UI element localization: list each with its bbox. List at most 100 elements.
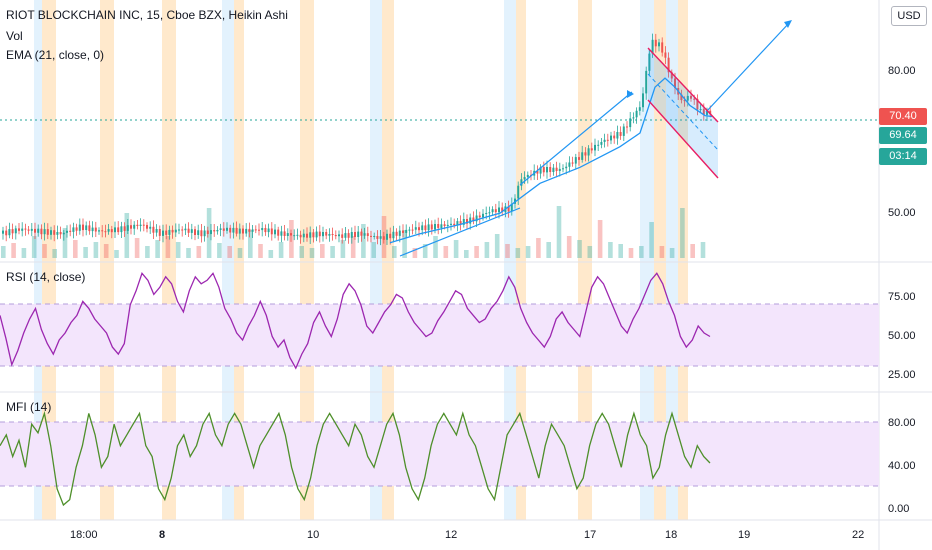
candle-body	[395, 231, 398, 236]
candle-body	[693, 98, 696, 100]
trendline-1[interactable]	[399, 207, 521, 257]
candle-body	[472, 217, 475, 222]
volume-bar	[62, 228, 68, 258]
candle-body	[146, 225, 148, 229]
candle-body	[386, 233, 388, 240]
candle-body	[232, 227, 235, 233]
candle-body	[139, 224, 142, 226]
candle-body	[270, 228, 273, 235]
volume-bar	[31, 236, 37, 258]
channel-upper[interactable]	[647, 47, 719, 123]
rsi-band	[0, 304, 879, 366]
candle-body	[587, 148, 590, 156]
candle-body	[360, 231, 363, 236]
rsi-tick-25: 25.00	[888, 369, 916, 381]
candle-body	[98, 230, 100, 232]
candle-body	[571, 162, 574, 164]
candle-body	[318, 231, 321, 237]
volume-bar	[350, 236, 356, 258]
candle-body	[114, 227, 116, 233]
candle-body	[421, 225, 424, 231]
candle-body	[213, 230, 216, 232]
volume-bar	[525, 246, 531, 258]
candle-body	[88, 225, 91, 232]
countdown-badge: 03:14	[879, 148, 927, 165]
candle-body	[638, 107, 641, 111]
candle-body	[75, 227, 78, 231]
candle-body	[184, 228, 187, 231]
candle-body	[398, 230, 401, 236]
volume-bar	[361, 224, 366, 258]
volume-bar	[114, 250, 119, 258]
candle-body	[645, 70, 648, 94]
volume-bar	[278, 242, 284, 258]
candle-body	[200, 230, 203, 237]
trendline-2[interactable]	[519, 91, 633, 186]
volume-bar	[11, 243, 16, 258]
vol-label[interactable]: Vol	[6, 29, 23, 43]
candle-body	[402, 230, 404, 233]
rsi-tick-50: 50.00	[888, 330, 916, 342]
volume-bar	[494, 234, 500, 258]
candle-body	[507, 206, 510, 212]
candle-body	[491, 209, 494, 213]
volume-bar	[587, 246, 593, 258]
time-label-22: 22	[852, 529, 864, 541]
candle-body	[658, 42, 660, 47]
mfi-label[interactable]: MFI (14)	[6, 400, 52, 414]
volume-bar	[330, 246, 335, 258]
rsi-label[interactable]: RSI (14, close)	[6, 270, 86, 284]
candle-body	[562, 168, 564, 170]
candle-body	[581, 152, 584, 160]
candle-body	[635, 110, 638, 118]
candle-body	[453, 223, 456, 226]
symbol-title[interactable]: RIOT BLOCKCHAIN INC, 15, Cboe BZX, Heiki…	[6, 8, 288, 22]
volume-bar	[320, 244, 325, 258]
candle-body	[680, 94, 683, 101]
channel-lower[interactable]	[647, 99, 719, 179]
candle-body	[389, 233, 392, 239]
volume-bar	[217, 243, 222, 258]
candle-body	[56, 232, 59, 235]
candle-body	[152, 226, 155, 233]
candle-body	[210, 230, 212, 235]
candle-body	[619, 132, 622, 136]
projection-arrow[interactable]	[705, 21, 791, 113]
candle-body	[136, 224, 139, 226]
candle-body	[283, 231, 286, 236]
candle-body	[155, 229, 158, 233]
volume-bar	[93, 242, 99, 258]
volume-bar	[309, 248, 315, 258]
candle-body	[107, 229, 110, 232]
candle-body	[206, 230, 209, 234]
volume-bar	[597, 220, 603, 258]
volume-bar	[227, 246, 232, 258]
candle-body	[5, 230, 8, 236]
candle-body	[296, 234, 299, 236]
volume-bar	[340, 240, 346, 258]
volume-bar	[422, 244, 428, 258]
candle-body	[194, 229, 196, 235]
candle-body	[174, 229, 177, 233]
ema-label[interactable]: EMA (21, close, 0)	[6, 48, 105, 62]
candle-body	[661, 42, 664, 53]
candle-body	[552, 167, 555, 172]
candle-body	[517, 185, 520, 199]
candle-body	[309, 232, 312, 238]
time-label-1800: 18:00	[70, 529, 98, 541]
trend-drawings[interactable]	[399, 20, 792, 257]
volume-bar	[639, 246, 644, 258]
candle-body	[30, 228, 33, 231]
volume-bar	[145, 246, 150, 258]
candle-body	[261, 228, 264, 231]
candle-body	[85, 225, 88, 230]
candle-body	[242, 228, 244, 234]
time-label-12: 12	[445, 529, 457, 541]
candle-body	[251, 229, 254, 232]
currency-button[interactable]: USD	[891, 6, 927, 26]
volume-bar	[42, 244, 47, 258]
candle-body	[94, 227, 97, 232]
candle-body	[654, 39, 657, 47]
candle-body	[379, 236, 382, 239]
